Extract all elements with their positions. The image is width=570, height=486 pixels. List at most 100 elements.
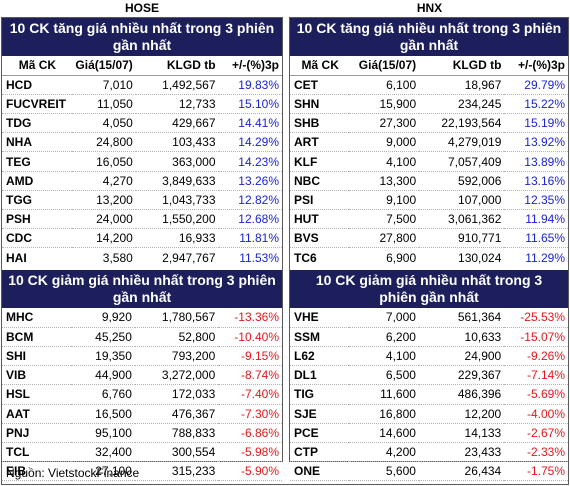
avg-volume: 592,006 (458, 173, 502, 188)
price: 6,900 (386, 250, 417, 265)
stock-code: ONE (294, 464, 321, 479)
avg-volume: 486,396 (457, 387, 502, 402)
stock-code: NHA (6, 135, 32, 150)
avg-volume: 24,900 (464, 349, 502, 364)
change-percent: -9.26% (526, 349, 565, 364)
stock-code: TEG (6, 154, 31, 169)
table-row: L62 4,100 24,900 -9.26% (290, 346, 568, 366)
stock-code: DL1 (294, 368, 317, 383)
change-percent: -2.33% (526, 444, 565, 459)
avg-volume: 107,000 (458, 192, 502, 207)
change-percent: 12.82% (238, 192, 279, 207)
change-percent: -5.98% (240, 444, 279, 459)
change-percent: -8.74% (240, 368, 279, 383)
avg-volume: 793,200 (171, 349, 216, 364)
table-row: TDG 4,050 429,667 14.41% (2, 114, 282, 133)
hnx-gainers-header: 10 CK tăng giá nhiều nhất trong 3 phiên … (290, 18, 568, 56)
stock-code: CTP (294, 444, 318, 459)
hnx-gainers-table: Mã CK Giá(15/07) KLGD tb +/-(%)3p CET 6,1… (290, 56, 568, 267)
avg-volume: 172,033 (171, 387, 216, 402)
stock-code: NBC (294, 173, 320, 188)
table-row: CDC 14,200 16,933 11.81% (2, 229, 282, 248)
table-row: ONE 5,600 26,434 -1.75% (290, 462, 568, 481)
avg-volume: 22,193,564 (441, 116, 502, 131)
table-row: ART 9,000 4,279,019 13.92% (290, 133, 568, 152)
table-row: SHN 15,900 234,245 15.22% (290, 94, 568, 114)
table-row: DL1 6,500 229,367 -7.14% (290, 366, 568, 385)
stock-code: PCE (294, 425, 319, 440)
price: 14,200 (96, 231, 133, 246)
price: 27,800 (379, 231, 417, 246)
avg-volume: 130,024 (458, 250, 502, 265)
price: 4,200 (385, 444, 416, 459)
stock-code: TCL (6, 444, 30, 459)
stock-code: CDC (6, 231, 32, 246)
stock-code: SJE (294, 406, 317, 421)
table-row: SHB 27,300 22,193,564 15.19% (290, 114, 568, 133)
change-percent: -1.75% (526, 464, 565, 479)
avg-volume: 52,800 (178, 329, 216, 344)
change-percent: 12.35% (524, 192, 565, 207)
price: 6,760 (101, 387, 132, 402)
stock-code: AAT (6, 406, 30, 421)
avg-volume: 1,780,567 (161, 310, 216, 325)
stock-code: AMD (6, 173, 34, 188)
stock-code: PNJ (6, 425, 30, 440)
table-row: PNJ 95,100 788,833 -6.86% (2, 423, 282, 443)
change-percent: 15.19% (524, 116, 565, 131)
hnx-exchange-title: HNX (416, 1, 443, 15)
stock-code: HSL (6, 387, 30, 402)
change-percent: -10.40% (234, 329, 279, 344)
avg-volume: 4,279,019 (448, 135, 502, 150)
stock-code: HUT (294, 212, 319, 227)
column-header-price: Giá(15/07) (71, 56, 136, 76)
change-percent: 11.94% (525, 212, 565, 227)
column-header-code: Mã CK (290, 56, 350, 76)
table-row: NBC 13,300 592,006 13.16% (290, 171, 568, 191)
avg-volume: 3,849,633 (162, 173, 216, 188)
avg-volume: 3,272,000 (161, 368, 216, 383)
stock-code: HCD (6, 77, 32, 92)
avg-volume: 1,492,567 (162, 77, 216, 92)
change-percent: 14.41% (238, 116, 279, 131)
hose-losers-header: 10 CK giảm giá nhiều nhất trong 3 phiên … (2, 270, 282, 309)
avg-volume: 103,433 (172, 135, 216, 150)
change-percent: -7.30% (240, 406, 279, 421)
change-percent: 11.53% (239, 250, 279, 265)
table-row: HCD 7,010 1,492,567 19.83% (2, 75, 282, 95)
change-percent: -7.14% (526, 368, 565, 383)
change-percent: 13.26% (238, 173, 279, 188)
avg-volume: 1,043,733 (162, 192, 216, 207)
table-row: MHC 9,920 1,780,567 -13.36% (2, 308, 282, 328)
table-row: KLF 4,100 7,057,409 13.89% (290, 152, 568, 172)
table-row: TC6 6,900 130,024 11.29% (290, 248, 568, 267)
table-row: PCE 14,600 14,133 -2.67% (290, 423, 568, 443)
change-percent: 15.22% (524, 96, 565, 111)
avg-volume: 1,550,200 (162, 212, 216, 227)
price: 11,050 (96, 96, 133, 111)
column-header-volume: KLGD tb (135, 56, 219, 76)
change-percent: 15.10% (238, 96, 279, 111)
price: 16,500 (95, 406, 132, 421)
hnx-panel: 10 CK tăng giá nhiều nhất trong 3 phiên … (289, 17, 569, 486)
hose-losers-table: MHC 9,920 1,780,567 -13.36% BCM 45,250 52,800 -… (2, 308, 282, 486)
stock-code: FUCVREIT (6, 96, 66, 111)
stock-code: L62 (294, 349, 315, 364)
price: 16,800 (379, 406, 416, 421)
change-percent: 11.81% (239, 231, 279, 246)
stock-code: SHN (294, 96, 320, 111)
table-row: HUT 7,500 3,061,362 11.94% (290, 210, 568, 229)
change-percent: -25.53% (520, 310, 565, 325)
price: 13,300 (379, 173, 417, 188)
price: 44,900 (95, 368, 132, 383)
table-row: CTP 4,200 23,433 -2.33% (290, 442, 568, 462)
column-header-volume: KLGD tb (419, 56, 505, 76)
price: 7,000 (385, 310, 416, 325)
avg-volume: 2,947,767 (162, 250, 216, 265)
change-percent: -9.15% (240, 349, 279, 364)
table-row: EIB 27,100 315,233 -5.90% (2, 462, 282, 481)
table-row: CET 6,100 18,967 29.79% (290, 75, 568, 95)
table-row: BVS 27,800 910,771 11.65% (290, 229, 568, 248)
avg-volume: 561,364 (457, 310, 502, 325)
change-percent: 12.68% (238, 212, 279, 227)
